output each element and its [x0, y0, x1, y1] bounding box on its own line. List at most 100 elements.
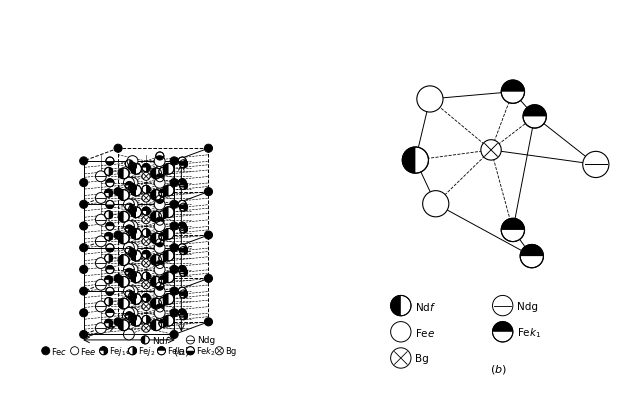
- Wedge shape: [106, 292, 114, 296]
- Wedge shape: [163, 254, 167, 263]
- Wedge shape: [131, 207, 136, 218]
- Circle shape: [170, 287, 178, 295]
- Circle shape: [179, 269, 188, 276]
- Wedge shape: [128, 184, 136, 189]
- Circle shape: [105, 233, 113, 241]
- Circle shape: [179, 247, 188, 255]
- Wedge shape: [523, 106, 547, 117]
- Text: $c$: $c$: [185, 243, 193, 253]
- Circle shape: [131, 315, 141, 326]
- Circle shape: [154, 243, 165, 254]
- Circle shape: [178, 201, 186, 209]
- Circle shape: [114, 231, 122, 240]
- Wedge shape: [179, 182, 188, 190]
- Wedge shape: [128, 210, 136, 214]
- Wedge shape: [493, 322, 513, 332]
- Wedge shape: [150, 277, 156, 288]
- Circle shape: [159, 276, 167, 284]
- Circle shape: [179, 312, 188, 320]
- Wedge shape: [178, 162, 186, 166]
- Circle shape: [118, 277, 129, 288]
- Circle shape: [142, 281, 150, 289]
- Circle shape: [142, 173, 150, 181]
- Wedge shape: [159, 276, 167, 284]
- Circle shape: [80, 244, 88, 252]
- Circle shape: [131, 251, 141, 261]
- Wedge shape: [118, 320, 123, 331]
- Circle shape: [142, 238, 150, 246]
- Circle shape: [125, 290, 133, 298]
- Circle shape: [156, 304, 164, 312]
- Circle shape: [105, 168, 113, 176]
- Circle shape: [80, 309, 88, 317]
- Circle shape: [105, 276, 113, 284]
- Wedge shape: [156, 261, 164, 265]
- Wedge shape: [150, 212, 156, 222]
- Circle shape: [125, 247, 133, 255]
- Wedge shape: [150, 234, 156, 244]
- Text: Fe$k_2$: Fe$k_2$: [196, 345, 216, 357]
- Circle shape: [118, 320, 129, 331]
- Circle shape: [178, 157, 186, 166]
- Circle shape: [123, 286, 134, 297]
- Circle shape: [142, 186, 150, 194]
- Wedge shape: [158, 347, 165, 351]
- Wedge shape: [150, 299, 156, 309]
- Circle shape: [142, 164, 150, 172]
- Circle shape: [118, 212, 129, 222]
- Circle shape: [127, 308, 138, 319]
- Wedge shape: [146, 316, 150, 324]
- Circle shape: [125, 160, 133, 169]
- Wedge shape: [106, 205, 114, 209]
- Circle shape: [95, 258, 106, 269]
- Circle shape: [163, 186, 174, 196]
- Wedge shape: [179, 225, 188, 234]
- Circle shape: [118, 299, 129, 309]
- Circle shape: [131, 164, 141, 175]
- Circle shape: [204, 145, 213, 153]
- Wedge shape: [129, 204, 133, 212]
- Wedge shape: [156, 174, 164, 178]
- Circle shape: [150, 234, 161, 244]
- Wedge shape: [163, 294, 168, 305]
- Wedge shape: [146, 229, 150, 237]
- Wedge shape: [520, 245, 543, 256]
- Circle shape: [106, 201, 114, 209]
- Circle shape: [583, 152, 609, 178]
- Circle shape: [80, 222, 88, 231]
- Circle shape: [179, 290, 188, 298]
- Circle shape: [142, 207, 150, 216]
- Wedge shape: [129, 290, 133, 298]
- Circle shape: [125, 269, 133, 276]
- Wedge shape: [131, 186, 136, 196]
- Circle shape: [156, 283, 164, 290]
- Circle shape: [105, 189, 113, 198]
- Circle shape: [105, 319, 113, 328]
- Circle shape: [106, 244, 114, 252]
- Circle shape: [502, 219, 525, 242]
- Circle shape: [123, 264, 134, 275]
- Wedge shape: [118, 212, 123, 222]
- Circle shape: [170, 309, 178, 317]
- Circle shape: [128, 314, 136, 322]
- Text: Fe$c$: Fe$c$: [51, 346, 68, 356]
- Wedge shape: [163, 298, 167, 306]
- Text: Fe$e$: Fe$e$: [80, 346, 97, 356]
- Circle shape: [142, 194, 150, 202]
- Circle shape: [106, 288, 114, 296]
- Text: Nd$f$: Nd$f$: [415, 300, 437, 312]
- Circle shape: [179, 160, 188, 169]
- Wedge shape: [131, 294, 136, 305]
- Wedge shape: [109, 298, 113, 306]
- Circle shape: [128, 271, 136, 279]
- Wedge shape: [142, 207, 150, 216]
- Circle shape: [131, 229, 141, 240]
- Circle shape: [129, 347, 136, 355]
- Wedge shape: [105, 233, 113, 241]
- Wedge shape: [118, 190, 123, 201]
- Circle shape: [142, 272, 150, 281]
- Circle shape: [163, 164, 174, 175]
- Circle shape: [156, 261, 164, 269]
- Circle shape: [131, 186, 141, 196]
- Wedge shape: [105, 189, 113, 198]
